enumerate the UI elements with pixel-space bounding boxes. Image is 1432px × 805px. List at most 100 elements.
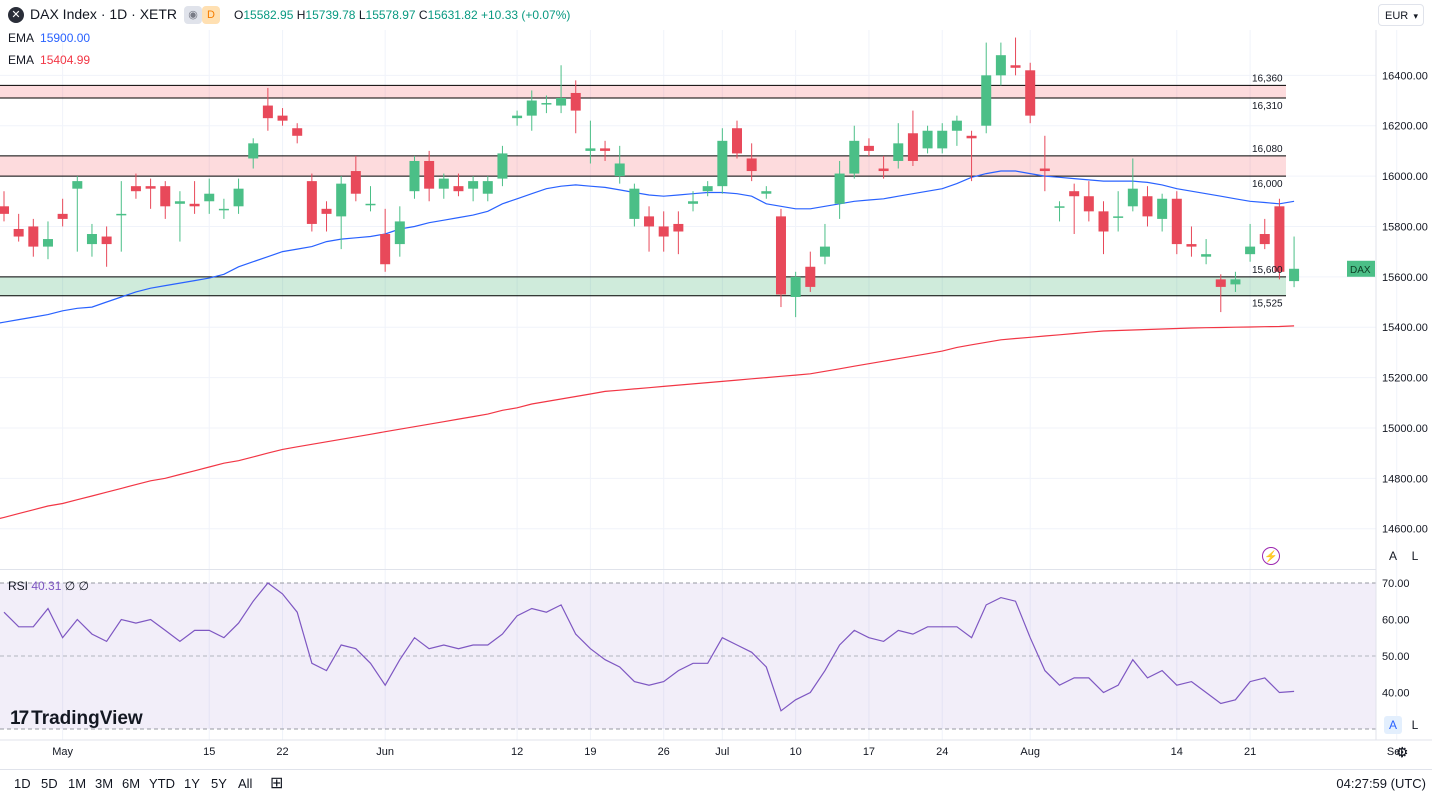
candle-up[interactable] bbox=[1054, 201, 1065, 222]
candle-down[interactable] bbox=[1039, 135, 1050, 192]
candle-down[interactable] bbox=[878, 155, 889, 179]
timeframe-all[interactable]: All bbox=[238, 776, 253, 791]
candle-up[interactable] bbox=[218, 198, 229, 219]
rsi-legend[interactable]: RSI 40.31 ∅ ∅ bbox=[8, 579, 89, 593]
candle-down[interactable] bbox=[570, 80, 581, 134]
calendar-range-icon[interactable]: ⊞ bbox=[270, 775, 284, 792]
candle-up[interactable] bbox=[995, 42, 1006, 86]
candle-up[interactable] bbox=[482, 176, 493, 202]
candle-up[interactable] bbox=[248, 138, 259, 169]
candle-up[interactable] bbox=[922, 125, 933, 154]
timeframe-1y[interactable]: 1Y bbox=[184, 776, 200, 791]
candle-down[interactable] bbox=[350, 155, 361, 202]
candle-up[interactable] bbox=[1113, 191, 1124, 232]
eye-icon[interactable]: ◉ bbox=[184, 6, 202, 24]
candle-up[interactable] bbox=[717, 128, 728, 194]
currency-select[interactable]: EUR ▾ bbox=[1378, 4, 1424, 26]
candle-up[interactable] bbox=[688, 191, 699, 212]
candle-up[interactable] bbox=[1201, 239, 1212, 265]
candle-down[interactable] bbox=[306, 173, 317, 232]
candle-down[interactable] bbox=[644, 206, 655, 252]
candle-down[interactable] bbox=[805, 251, 816, 292]
ema-legend-fast[interactable]: EMA 15900.00 bbox=[8, 31, 90, 45]
candle-up[interactable] bbox=[233, 178, 244, 214]
candle-down[interactable] bbox=[453, 173, 464, 197]
candle-up[interactable] bbox=[1245, 223, 1256, 262]
candle-down[interactable] bbox=[277, 108, 288, 126]
candle-down[interactable] bbox=[321, 201, 332, 232]
candle-up[interactable] bbox=[409, 155, 420, 199]
symbol-title[interactable]: DAX Index · 1D · XETR bbox=[30, 6, 178, 22]
candle-down[interactable] bbox=[380, 208, 391, 272]
candle-up[interactable] bbox=[204, 178, 215, 214]
candle-down[interactable] bbox=[1010, 37, 1021, 76]
candle-up[interactable] bbox=[116, 181, 127, 252]
zone-resistance-lower[interactable] bbox=[0, 155, 1286, 177]
candle-down[interactable] bbox=[424, 150, 435, 202]
rsi-auto-scale-button[interactable]: A bbox=[1384, 716, 1402, 734]
candle-up[interactable] bbox=[585, 120, 596, 164]
ema-legend-slow[interactable]: EMA 15404.99 bbox=[8, 53, 90, 67]
candle-up[interactable] bbox=[761, 186, 772, 199]
timeframe-5d[interactable]: 5D bbox=[41, 776, 58, 791]
candle-up[interactable] bbox=[468, 176, 479, 202]
candle-up[interactable] bbox=[541, 95, 552, 114]
candle-down[interactable] bbox=[57, 198, 68, 227]
candle-down[interactable] bbox=[863, 138, 874, 156]
candle-down[interactable] bbox=[101, 226, 112, 267]
candle-down[interactable] bbox=[1098, 201, 1109, 255]
candle-down[interactable] bbox=[1215, 274, 1226, 313]
candle-down[interactable] bbox=[1142, 186, 1153, 227]
market-badge[interactable]: D bbox=[202, 6, 220, 24]
candle-down[interactable] bbox=[966, 130, 977, 182]
candle-up[interactable] bbox=[951, 115, 962, 146]
candle-up[interactable] bbox=[438, 173, 449, 199]
candle-up[interactable] bbox=[790, 271, 801, 318]
candle-up[interactable] bbox=[849, 125, 860, 179]
x-icon[interactable]: ✕ bbox=[8, 7, 24, 23]
candle-up[interactable] bbox=[512, 110, 523, 126]
candle-up[interactable] bbox=[1289, 236, 1300, 288]
candle-down[interactable] bbox=[145, 178, 156, 209]
candle-down[interactable] bbox=[292, 123, 303, 144]
candle-up[interactable] bbox=[556, 65, 567, 114]
timeframe-1m[interactable]: 1M bbox=[68, 776, 87, 791]
candle-down[interactable] bbox=[1171, 191, 1182, 255]
candle-down[interactable] bbox=[130, 173, 141, 199]
candle-down[interactable] bbox=[673, 211, 684, 255]
candle-down[interactable] bbox=[1186, 226, 1197, 257]
candle-up[interactable] bbox=[365, 186, 376, 212]
lightning-icon[interactable]: ⚡ bbox=[1262, 547, 1280, 565]
candle-down[interactable] bbox=[1259, 218, 1270, 250]
candle-up[interactable] bbox=[893, 123, 904, 169]
candle-up[interactable] bbox=[72, 176, 83, 252]
timeframe-1d[interactable]: 1D bbox=[14, 776, 31, 791]
settings-icon[interactable]: ⚙ bbox=[1396, 744, 1409, 760]
candle-up[interactable] bbox=[629, 183, 640, 227]
candle-down[interactable] bbox=[0, 191, 9, 222]
candle-up[interactable] bbox=[1157, 193, 1168, 232]
candle-up[interactable] bbox=[702, 181, 713, 197]
current-price-marker[interactable] bbox=[1347, 260, 1375, 277]
candle-down[interactable] bbox=[189, 181, 200, 214]
timeframe-ytd[interactable]: YTD bbox=[149, 776, 175, 791]
candle-down[interactable] bbox=[746, 143, 757, 182]
rsi-line[interactable] bbox=[3, 582, 1295, 712]
candle-down[interactable] bbox=[658, 211, 669, 252]
rsi-log-scale-button[interactable]: L bbox=[1411, 718, 1419, 732]
candle-up[interactable] bbox=[394, 206, 405, 257]
candle-up[interactable] bbox=[937, 123, 948, 154]
candle-up[interactable] bbox=[86, 223, 97, 257]
timeframe-3m[interactable]: 3M bbox=[95, 776, 114, 791]
candle-up[interactable] bbox=[1230, 271, 1241, 292]
candle-down[interactable] bbox=[1025, 62, 1036, 124]
candle-down[interactable] bbox=[1069, 183, 1080, 235]
candle-up[interactable] bbox=[497, 145, 508, 187]
candle-down[interactable] bbox=[1083, 181, 1094, 222]
candle-up[interactable] bbox=[1127, 158, 1138, 212]
timeframe-6m[interactable]: 6M bbox=[122, 776, 141, 791]
candle-down[interactable] bbox=[775, 208, 786, 308]
ema-fast-line[interactable] bbox=[0, 170, 1295, 325]
candle-down[interactable] bbox=[907, 110, 918, 167]
clock[interactable]: 04:27:59 (UTC) bbox=[1336, 776, 1426, 791]
